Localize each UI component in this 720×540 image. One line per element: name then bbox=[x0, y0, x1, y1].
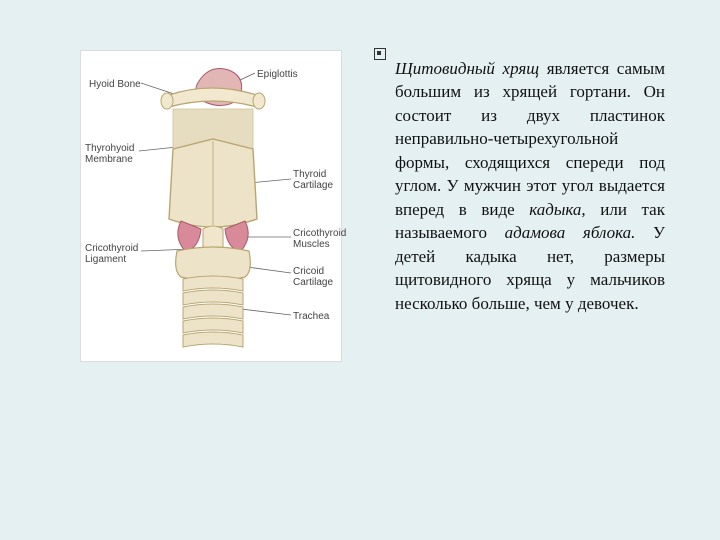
label-cricolig: CricothyroidLigament bbox=[85, 243, 138, 265]
larynx-diagram: Hyoid Bone Epiglottis ThyrohyoidMembrane… bbox=[80, 50, 342, 362]
label-trachea: Trachea bbox=[293, 311, 329, 322]
italic-run: кадыка, bbox=[529, 200, 585, 219]
text-column: Щитовидный хрящ является самым большим и… bbox=[395, 40, 665, 332]
paragraph: Щитовидный хрящ является самым большим и… bbox=[395, 57, 665, 315]
italic-run: Щитовидный хрящ bbox=[395, 59, 539, 78]
label-hyoid: Hyoid Bone bbox=[89, 79, 141, 90]
slide: { "diagram": { "bg": "#ffffff", "labels"… bbox=[0, 0, 720, 540]
label-cricomuscle: CricothyroidMuscles bbox=[293, 228, 346, 250]
label-thyrohyoid: ThyrohyoidMembrane bbox=[85, 143, 134, 165]
label-epiglottis: Epiglottis bbox=[257, 69, 298, 80]
text-run: является самым большим из хрящей гортани… bbox=[395, 59, 665, 219]
italic-run: адамова яблока. bbox=[505, 223, 636, 242]
label-thyroid: ThyroidCartilage bbox=[293, 169, 333, 191]
label-cricoid: CricoidCartilage bbox=[293, 266, 333, 288]
bullet-icon bbox=[374, 48, 386, 60]
